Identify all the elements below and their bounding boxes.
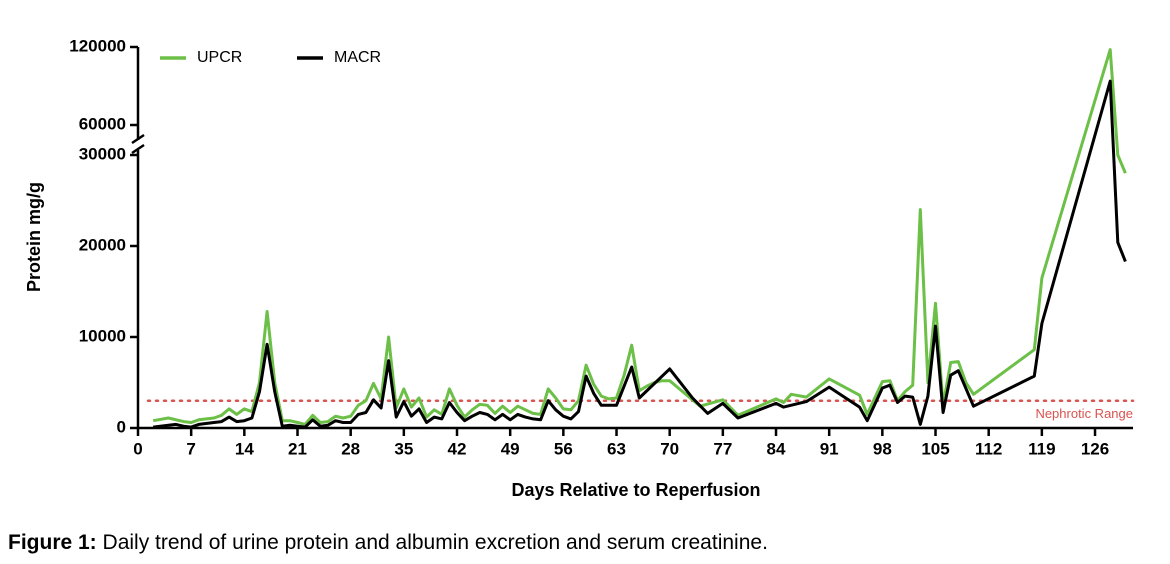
x-tick-label: 35	[394, 439, 413, 458]
x-tick-label: 77	[713, 439, 732, 458]
axis-break	[131, 133, 145, 145]
caption-text: Daily trend of urine protein and albumin…	[103, 531, 768, 554]
series-line	[152, 48, 1127, 426]
y-axis-label: Protein mg/g	[24, 182, 44, 292]
x-axis-label: Days Relative to Reperfusion	[511, 480, 760, 500]
y-tick-label: 20000	[79, 235, 126, 254]
x-tick-label: 70	[660, 439, 679, 458]
legend-label: UPCR	[197, 49, 242, 66]
x-tick-label: 63	[607, 439, 626, 458]
caption: Figure 1: Daily trend of urine protein a…	[8, 531, 768, 554]
reference-label: Nephrotic Range	[1035, 406, 1133, 421]
x-tick-label: 42	[448, 439, 467, 458]
x-tick-label: 126	[1081, 439, 1109, 458]
x-tick-label: 112	[975, 439, 1002, 458]
y-tick-label: 120000	[69, 36, 126, 55]
x-tick-label: 105	[921, 439, 949, 458]
series-line	[153, 79, 1127, 429]
x-tick-label: 28	[341, 439, 360, 458]
axis-break	[131, 143, 145, 155]
y-tick-label: 10000	[79, 326, 126, 345]
x-tick-label: 56	[554, 439, 573, 458]
x-tick-label: 0	[133, 439, 142, 458]
y-tick-label: 30000	[79, 144, 126, 163]
x-tick-label: 21	[288, 439, 307, 458]
x-tick-label: 14	[235, 439, 254, 458]
x-tick-label: 98	[873, 439, 892, 458]
y-tick-label: 60000	[79, 114, 126, 133]
x-tick-label: 49	[501, 439, 520, 458]
x-tick-label: 7	[186, 439, 195, 458]
x-tick-label: 119	[1028, 439, 1055, 458]
y-tick-label: 0	[117, 417, 126, 436]
legend-label: MACR	[334, 49, 381, 66]
x-tick-label: 84	[767, 439, 786, 458]
caption-label: Figure 1:	[8, 531, 97, 554]
x-tick-label: 91	[820, 439, 839, 458]
